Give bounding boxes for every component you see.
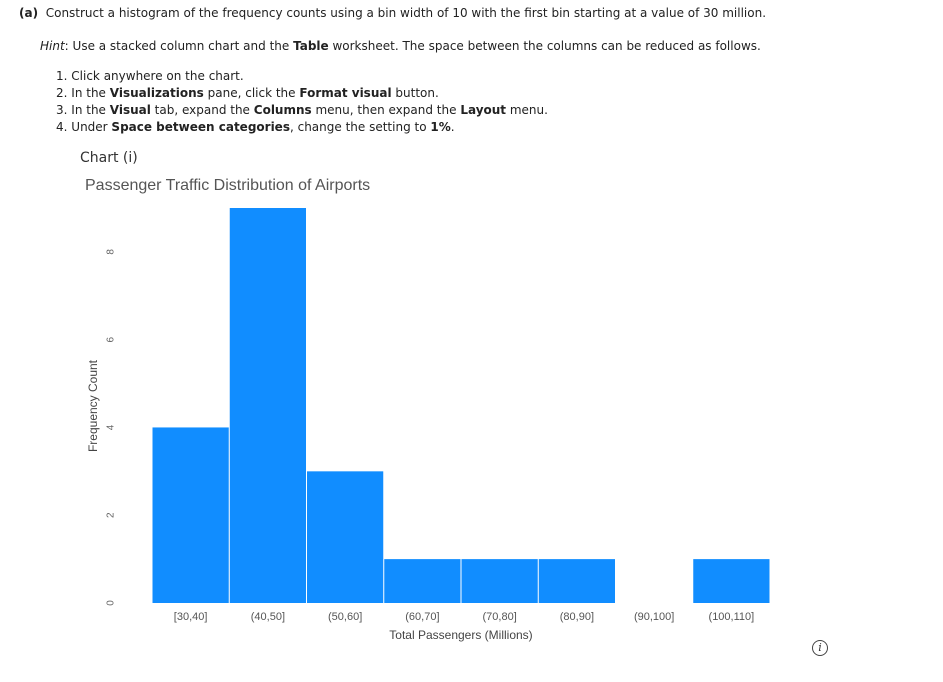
hint-bold: Table: [293, 39, 329, 53]
question-text: (a) Construct a histogram of the frequen…: [19, 6, 766, 20]
step-item: 3. In the Visual tab, expand the Columns…: [56, 103, 548, 117]
x-tick-label: (40,50]: [251, 611, 285, 623]
hint-label: Hint: [40, 39, 65, 53]
x-tick-label: [30,40]: [174, 611, 208, 623]
bar-2[interactable]: [307, 471, 384, 603]
y-tick-label: 0: [106, 600, 117, 606]
y-tick-label: 8: [106, 249, 117, 255]
x-tick-labels: [30,40] (40,50] (50,60] (60,70] (70,80] (80,9…: [174, 611, 754, 623]
step-item: 2. In the Visualizations pane, click the…: [56, 86, 439, 100]
hint-part: worksheet. The space between the columns…: [328, 39, 761, 53]
chart-title: Passenger Traffic Distribution of Airpor…: [85, 177, 371, 194]
bar-3[interactable]: [384, 559, 461, 603]
x-tick-label: (70,80]: [483, 611, 517, 623]
instruction-steps: 1. Click anywhere on the chart. 2. In th…: [56, 68, 548, 136]
bar-group: [152, 208, 770, 603]
bar-4[interactable]: [461, 559, 538, 603]
info-icon[interactable]: i: [812, 640, 828, 656]
question-part: (a): [19, 6, 39, 20]
bar-5[interactable]: [538, 559, 615, 603]
y-tick-label: 4: [106, 424, 117, 430]
x-tick-label: (100,110]: [709, 611, 755, 623]
hint-part: : Use a stacked column chart and the: [64, 39, 294, 53]
x-axis-label: Total Passengers (Millions): [389, 628, 532, 642]
bar-7[interactable]: [693, 559, 770, 603]
x-tick-label: (90,100]: [634, 611, 674, 623]
y-tick-label: 2: [106, 512, 117, 518]
step-item: 1. Click anywhere on the chart.: [56, 69, 244, 83]
x-tick-label: (80,90]: [560, 611, 594, 623]
step-item: 4. Under Space between categories, chang…: [56, 120, 455, 134]
question-body: Construct a histogram of the frequency c…: [45, 6, 767, 20]
chart-label: Chart (i): [80, 150, 138, 166]
bar-0[interactable]: [152, 427, 229, 603]
hint-text: Hint: Use a stacked column chart and the…: [40, 39, 761, 53]
x-tick-label: (60,70]: [405, 611, 439, 623]
bar-1[interactable]: [229, 208, 306, 603]
y-axis-label: Frequency Count: [86, 359, 100, 452]
x-tick-label: (50,60]: [328, 611, 362, 623]
y-tick-labels: 0 2 4 6 8: [106, 249, 117, 606]
y-tick-label: 6: [106, 336, 117, 342]
